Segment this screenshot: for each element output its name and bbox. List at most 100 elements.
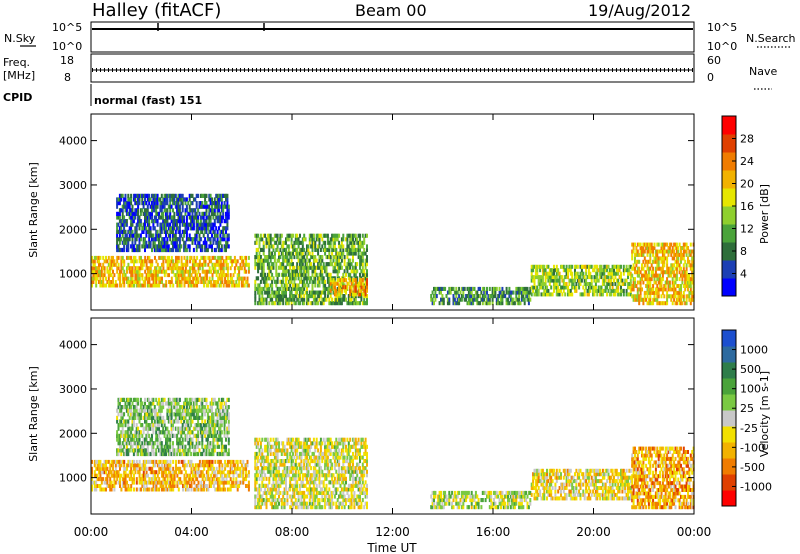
echo-cell [587, 264, 590, 269]
echo-cell [202, 211, 205, 216]
echo-cell [488, 301, 491, 306]
echo-cell [290, 240, 293, 245]
echo-cell [222, 487, 225, 492]
echo-cell [148, 269, 151, 274]
echo-cell [301, 290, 304, 295]
echo-cell [123, 262, 126, 267]
echo-cell [142, 477, 145, 482]
echo-cell [301, 301, 304, 306]
echo-cell [682, 297, 685, 302]
echo-cell [153, 226, 156, 231]
echo-cell [594, 282, 597, 286]
echo-cell [132, 408, 135, 413]
echo-cell [620, 264, 622, 269]
echo-cell [184, 240, 187, 245]
echo-cell [124, 477, 127, 482]
echo-cell [349, 265, 352, 270]
echo-cell [543, 292, 546, 297]
echo-cell [611, 288, 614, 293]
echo-cell [117, 397, 120, 402]
echo-cell [91, 259, 93, 264]
echo-cell [200, 473, 203, 478]
echo-cell [207, 466, 210, 471]
echo-cell [354, 262, 357, 267]
echo-cell [167, 437, 170, 442]
echo-cell [163, 487, 166, 492]
cpid-label: CPID [3, 91, 32, 104]
echo-cell [121, 222, 124, 227]
echo-cell [685, 301, 688, 306]
echo-cell [338, 285, 341, 290]
echo-cell [166, 466, 169, 471]
echo-cell [190, 201, 193, 206]
echo-cell [646, 249, 649, 254]
echo-cell [126, 487, 128, 492]
echo-cell [215, 204, 218, 209]
echo-cell [610, 288, 613, 293]
echo-cell [317, 244, 320, 249]
echo-cell [225, 226, 227, 231]
echo-cell [191, 240, 194, 245]
echo-cell [315, 233, 318, 238]
echo-cell [668, 246, 671, 250]
echo-cell [289, 276, 292, 281]
echo-cell [306, 244, 308, 249]
nave-tick-top: 60 [707, 54, 721, 67]
echo-cell [474, 297, 477, 302]
echo-cell [541, 275, 544, 280]
echo-cell [614, 288, 617, 293]
echo-cell [166, 273, 169, 278]
echo-cell [145, 208, 148, 213]
echo-cell [177, 266, 180, 271]
echo-cell [165, 437, 167, 442]
echo-cell [216, 237, 219, 242]
echo-cell [269, 240, 272, 245]
echo-cell [673, 284, 676, 288]
echo-cell [118, 444, 121, 449]
echo-cell [151, 480, 154, 485]
echo-cell [137, 444, 140, 449]
echo-cell [287, 272, 290, 277]
echo-cell [100, 273, 103, 278]
echo-cell [201, 463, 204, 468]
echo-cell [290, 251, 293, 256]
echo-cell [116, 226, 119, 231]
echo-cell [120, 473, 123, 478]
echo-cell [96, 255, 99, 260]
echo-cell [511, 301, 514, 306]
echo-cell [585, 264, 588, 269]
echo-cell [596, 264, 599, 269]
echo-cell [279, 294, 282, 299]
echo-cell [500, 290, 502, 295]
echo-cell [169, 226, 172, 231]
echo-cell [682, 294, 685, 299]
echo-cell [141, 480, 144, 485]
echo-cell [176, 451, 179, 457]
echo-cell [638, 294, 641, 299]
echo-cell [168, 255, 170, 260]
echo-cell [110, 473, 113, 478]
echo-cell [166, 480, 169, 485]
echo-cell [208, 459, 211, 464]
echo-cell [329, 278, 332, 283]
echo-cell [145, 448, 148, 453]
echo-cell [331, 301, 334, 306]
echo-cell [135, 276, 138, 281]
echo-cell [163, 470, 166, 475]
echo-cell [125, 237, 128, 242]
echo-cell [195, 226, 198, 231]
echo-cell [151, 437, 153, 442]
echo-cell [107, 262, 110, 267]
echo-cell [567, 268, 569, 273]
echo-cell [340, 297, 343, 302]
echo-cell [553, 285, 555, 290]
echo-cell [363, 240, 366, 245]
echo-cell [219, 237, 222, 242]
echo-cell [219, 280, 222, 284]
echo-cell [159, 412, 162, 417]
echo-cell [130, 208, 133, 213]
echo-cell [190, 477, 193, 482]
echo-cell [574, 275, 576, 280]
echo-cell [223, 193, 226, 198]
echo-cell [131, 273, 134, 278]
